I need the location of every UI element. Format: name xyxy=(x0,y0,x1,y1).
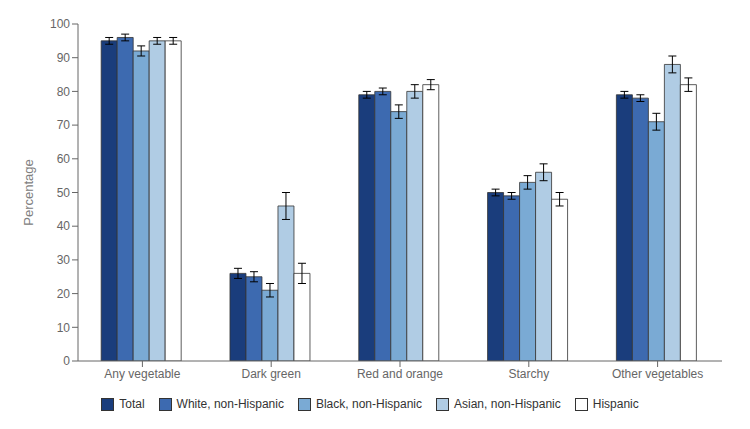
svg-text:60: 60 xyxy=(57,152,71,166)
svg-text:70: 70 xyxy=(57,118,71,132)
svg-text:90: 90 xyxy=(57,51,71,65)
svg-text:Other vegetables: Other vegetables xyxy=(612,367,703,381)
html-text:Total: Total xyxy=(119,397,145,411)
svg-text:Starchy: Starchy xyxy=(508,367,549,381)
svg-text:80: 80 xyxy=(57,85,71,99)
svg-text:40: 40 xyxy=(57,219,71,233)
html-text:Hispanic: Hispanic xyxy=(592,397,639,411)
html-text:Black, non-Hispanic: Black, non-Hispanic xyxy=(316,397,422,411)
svg-text:10: 10 xyxy=(57,321,71,335)
svg-text:20: 20 xyxy=(57,287,71,301)
svg-text:Percentage: Percentage xyxy=(21,159,36,226)
svg-text:Any vegetable: Any vegetable xyxy=(104,367,180,381)
html-text:Asian, non-Hispanic: Asian, non-Hispanic xyxy=(454,397,561,411)
svg-text:100: 100 xyxy=(50,17,70,31)
html-text:White, non-Hispanic: White, non-Hispanic xyxy=(176,397,284,411)
svg-text:30: 30 xyxy=(57,253,71,267)
svg-text:Red and orange: Red and orange xyxy=(357,367,443,381)
svg-text:50: 50 xyxy=(57,186,71,200)
svg-text:0: 0 xyxy=(63,354,70,368)
svg-text:Dark green: Dark green xyxy=(242,367,301,381)
